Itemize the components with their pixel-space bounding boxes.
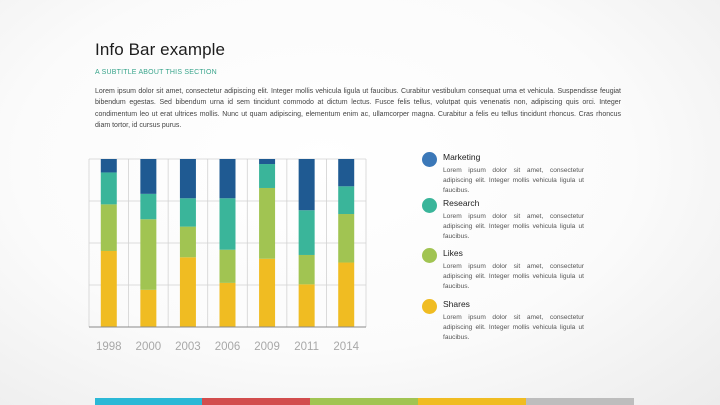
footer-bar-segment-1 bbox=[95, 398, 202, 405]
x-tick-label-2011: 2011 bbox=[294, 341, 319, 353]
bar-shares-2014 bbox=[338, 262, 355, 327]
bar-research-2014 bbox=[338, 186, 355, 215]
legend-shares-name: Shares bbox=[443, 299, 470, 309]
bar-shares-2009 bbox=[259, 258, 276, 327]
slide-body-text: Lorem ipsum dolor sit amet, consectetur … bbox=[95, 88, 621, 130]
legend-research-dot bbox=[422, 198, 437, 213]
bar-shares-2011 bbox=[298, 284, 315, 327]
bar-likes-2011 bbox=[298, 254, 315, 285]
bar-likes-2009 bbox=[259, 187, 276, 259]
bar-marketing-2014 bbox=[338, 159, 355, 187]
x-tick-label-2003: 2003 bbox=[175, 341, 201, 353]
bar-likes-2003 bbox=[179, 226, 196, 258]
bar-marketing-1998 bbox=[100, 159, 117, 173]
footer-bar-segment-4 bbox=[418, 398, 526, 405]
legend-marketing-name: Marketing bbox=[443, 152, 481, 162]
footer-bar-segment-3 bbox=[310, 398, 418, 405]
bar-research-2003 bbox=[179, 198, 196, 227]
bar-research-2006 bbox=[219, 198, 236, 250]
bar-research-2011 bbox=[298, 210, 315, 255]
bar-shares-2006 bbox=[219, 282, 236, 327]
bar-marketing-2009 bbox=[259, 159, 276, 165]
bar-shares-2003 bbox=[179, 257, 196, 327]
x-tick-label-1998: 1998 bbox=[96, 341, 122, 353]
bar-likes-1998 bbox=[100, 204, 117, 251]
bar-likes-2014 bbox=[338, 214, 355, 263]
bar-research-2009 bbox=[259, 164, 276, 188]
x-tick-label-2000: 2000 bbox=[136, 341, 162, 353]
legend-shares-dot bbox=[422, 299, 437, 314]
legend-marketing-desc: Lorem ipsum dolor sit amet, consectetur … bbox=[443, 167, 584, 194]
bar-research-2000 bbox=[140, 193, 157, 220]
bar-marketing-2003 bbox=[179, 159, 196, 199]
legend-likes-name: Likes bbox=[443, 248, 463, 258]
bar-shares-1998 bbox=[100, 250, 117, 327]
legend-research-desc: Lorem ipsum dolor sit amet, consectetur … bbox=[443, 213, 584, 240]
legend-shares-desc: Lorem ipsum dolor sit amet, consectetur … bbox=[443, 314, 584, 341]
slide-title: Info Bar example bbox=[95, 40, 226, 59]
x-tick-label-2014: 2014 bbox=[333, 341, 359, 353]
footer-bar-segment-2 bbox=[202, 398, 310, 405]
bar-shares-2000 bbox=[140, 289, 157, 327]
footer-bar-segment-5 bbox=[526, 398, 634, 405]
x-tick-label-2006: 2006 bbox=[215, 341, 241, 353]
legend-marketing-dot bbox=[422, 152, 437, 167]
slide-subtitle: A SUBTITLE ABOUT THIS SECTION bbox=[95, 69, 217, 76]
bar-marketing-2000 bbox=[140, 159, 157, 194]
bar-marketing-2006 bbox=[219, 159, 236, 199]
legend-research-name: Research bbox=[443, 198, 480, 208]
bar-research-1998 bbox=[100, 172, 117, 205]
bar-marketing-2011 bbox=[298, 159, 315, 211]
bar-likes-2006 bbox=[219, 249, 236, 283]
legend-likes-desc: Lorem ipsum dolor sit amet, consectetur … bbox=[443, 263, 584, 290]
x-tick-label-2009: 2009 bbox=[254, 341, 280, 353]
bar-likes-2000 bbox=[140, 219, 157, 290]
legend-likes-dot bbox=[422, 248, 437, 263]
